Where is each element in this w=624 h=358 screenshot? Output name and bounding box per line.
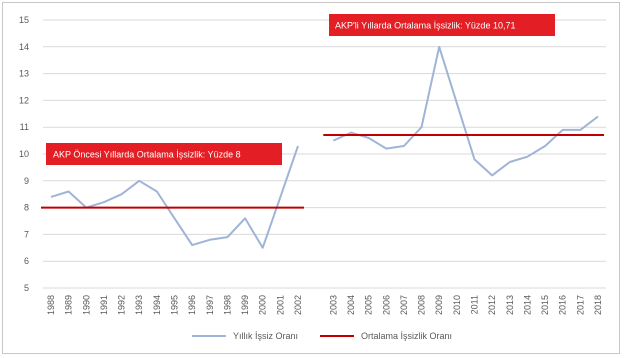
x-tick-label-1988: 1988 [46,295,56,315]
x-tick-label-1999: 1999 [240,295,250,315]
y-tick-label-6: 6 [24,256,29,266]
annotation-pre-akp-text: AKP Öncesi Yıllarda Ortalama İşsizlik: Y… [53,150,241,160]
x-tick-label-2002: 2002 [293,295,303,315]
x-tick-label-2009: 2009 [434,295,444,315]
x-tick-label-2018: 2018 [593,295,603,315]
x-tick-label-1992: 1992 [117,295,127,315]
legend: Yıllık İşsiz Oranı Ortalama İşsizlik Ora… [192,331,452,341]
x-tick-label-2000: 2000 [258,295,268,315]
x-tick-label-2014: 2014 [522,295,532,315]
y-tick-label-15: 15 [19,15,29,25]
annotation-akp: AKP'li Yıllarda Ortalama İşsizlik: Yüzde… [329,14,555,36]
legend-label-yearly: Yıllık İşsiz Oranı [233,331,298,341]
x-tick-label-2004: 2004 [346,295,356,315]
y-tick-label-11: 11 [20,122,29,132]
x-tick-label-1995: 1995 [170,295,180,315]
y-tick-label-13: 13 [19,69,29,79]
y-tick-label-8: 8 [24,203,29,213]
annotations: AKP Öncesi Yıllarda Ortalama İşsizlik: Y… [46,14,555,165]
x-tick-label-2011: 2011 [469,295,479,314]
x-tick-label-2016: 2016 [558,295,568,315]
x-tick-label-2013: 2013 [505,295,515,315]
x-tick-label-1991: 1991 [99,295,109,315]
x-tick-label-1990: 1990 [81,295,91,315]
x-tick-label-2006: 2006 [381,295,391,315]
x-tick-label-2008: 2008 [417,295,427,315]
y-tick-label-5: 5 [24,283,29,293]
yearly-unemployment-line-2 [332,45,599,177]
yearly-unemployment-line-1 [50,145,299,249]
y-tick-label-12: 12 [19,95,29,105]
x-tick-label-2015: 2015 [540,295,550,315]
y-tick-labels: 5 6 7 8 9 10 11 12 13 14 15 [19,15,29,293]
x-tick-label-2001: 2001 [275,295,285,315]
legend-label-average: Ortalama İşsizlik Oranı [361,331,452,341]
x-tick-label-1994: 1994 [152,295,162,315]
chart-frame: 5 6 7 8 9 10 11 12 13 14 15 1988 1989 1990 1991 1992 19… [2,2,620,354]
annotation-pre-akp-box [46,143,282,165]
x-tick-label-2007: 2007 [399,295,409,315]
x-tick-label-1997: 1997 [205,295,215,315]
series-lines [41,45,604,249]
y-tick-label-9: 9 [24,176,29,186]
annotation-akp-box [329,14,555,36]
y-tick-label-7: 7 [24,229,29,239]
x-tick-label-2010: 2010 [452,295,462,315]
x-tick-label-1989: 1989 [64,295,74,315]
y-tick-label-14: 14 [19,42,29,52]
x-tick-label-1993: 1993 [134,295,144,315]
x-tick-label-1996: 1996 [187,295,197,315]
y-tick-label-10: 10 [19,149,29,159]
x-tick-label-2005: 2005 [364,295,374,315]
x-tick-labels: 1988 1989 1990 1991 1992 1993 1994 1995 1996 1997… [46,295,603,315]
x-tick-label-2017: 2017 [575,295,585,315]
x-tick-label-2003: 2003 [328,295,338,315]
x-tick-label-2012: 2012 [487,295,497,315]
annotation-pre-akp: AKP Öncesi Yıllarda Ortalama İşsizlik: Y… [46,143,282,165]
annotation-akp-text: AKP'li Yıllarda Ortalama İşsizlik: Yüzde… [335,21,515,31]
x-tick-label-1998: 1998 [222,295,232,315]
